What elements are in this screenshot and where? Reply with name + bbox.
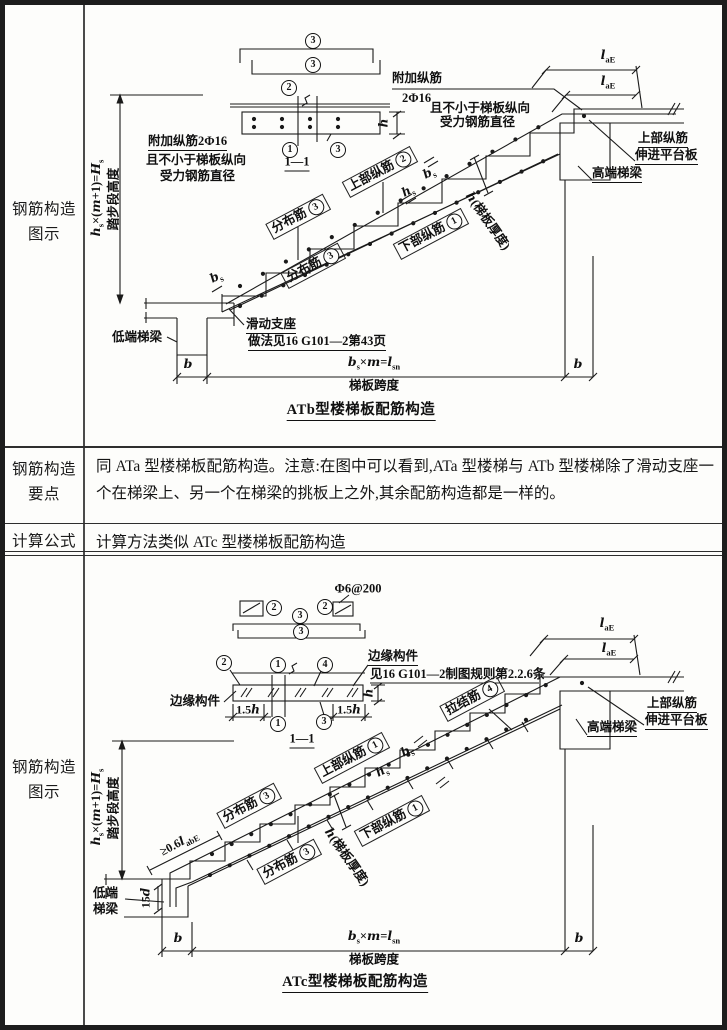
atb-b-dim-right: b [573,356,583,371]
atb-sliding-support-label: 滑动支座 [246,317,297,334]
atc-section-mark1-bottom: 1 [270,716,286,732]
atc-upper-into-platform-2: 伸进平台板 [645,713,708,730]
formula-text: 计算方法类似 ATc 型楼梯板配筋构造 [96,534,346,551]
table-column-divider [83,5,85,1025]
row4-label: 钢筋构造 图示 [5,755,83,805]
row2-label-line1: 钢筋构造 [11,461,76,478]
atb-add-bar-left-note2: 受力钢筋直径 [160,169,236,183]
atc-height-dim: hs×(m+1)=Hs [87,768,106,846]
atb-section-mark3: 3 [330,142,346,158]
atc-edge-member-right: 边缘构件 [368,649,419,666]
atc-section-title: 1—1 [289,732,315,749]
atb-high-beam-label: 高端梯梁 [592,166,643,183]
atb-section-mark1: 1 [282,142,298,158]
atc-linework [104,594,684,957]
atb-add-bar-left-note1: 且不小于梯板纵向 [146,153,247,167]
atb-mark3-a: 3 [305,33,321,49]
atb-height-dim: hs×(m+1)=Hs [87,159,106,237]
row1-label-line1: 钢筋构造 [11,201,76,218]
atc-diagram: 2 2 3 3 2 1 4 1 3 Φ6@200 1—1 h 1.5h 1.5h… [84,557,722,1025]
row4-label-line2: 图示 [27,784,60,801]
atc-low-beam-label-2: 梯梁 [93,902,119,916]
atb-span-label: 梯板跨度 [348,378,400,393]
atb-laE-dim-2: laE [600,72,616,91]
atc-caption: ATc型楼梯板配筋构造 [282,975,428,993]
atb-caption: ATb型楼梯板配筋构造 [286,403,436,421]
atc-edge-member-note: 见16 G101—2制图规则第2.2.6条 [370,667,546,681]
atc-section-mark2: 2 [216,655,232,671]
atc-laE-dim-1: laE [599,614,615,633]
row1-label: 钢筋构造 图示 [5,197,83,247]
atc-b-dim-right: b [574,930,584,945]
atc-span-dim: bs×m=lsn [347,927,401,946]
row-divider-3 [5,551,722,556]
atb-low-beam-label: 低端梯梁 [112,330,163,344]
atb-sliding-support-note: 做法见16 G101—2第43页 [248,334,386,351]
atc-section-mark3: 3 [316,714,332,730]
atc-tie-mark2-a: 2 [266,600,282,616]
atb-mark3-b: 3 [305,57,321,73]
row3-label: 计算公式 [11,533,76,550]
atc-section-h-dim: h [361,688,376,698]
row-divider-1 [5,446,722,448]
row4-label-line1: 钢筋构造 [11,759,76,776]
atb-add-bar-right: 附加纵筋 [392,71,443,85]
atb-add-bar-right-note2: 受力钢筋直径 [440,115,516,129]
atb-section-h-dim: h [376,118,391,128]
atc-b-dim-left: b [173,930,183,945]
atb-laE-dim-1: laE [600,46,616,65]
atb-linework [110,48,684,384]
atb-section-title: 1—1 [284,155,310,172]
atb-b-dim-left: b [183,356,193,371]
atc-laE-dim-2: laE [601,639,617,658]
row1-label-line2: 图示 [27,226,60,243]
atc-tie-mark2-b: 2 [317,599,333,615]
atb-upper-into-platform-2: 伸进平台板 [635,148,698,165]
atc-tie-spacing-label: Φ6@200 [334,581,382,596]
row2-label: 钢筋构造 要点 [5,457,83,507]
atc-high-beam-label: 高端梯梁 [587,720,638,737]
row-divider-2 [5,523,722,525]
atc-span-label: 梯板跨度 [348,952,400,967]
atb-diagram: 3 3 2 1 3 1—1 h 附加纵筋2Φ16 且不小于梯板纵向 受力钢筋直径… [84,8,722,446]
atc-mark3-b: 3 [293,624,309,640]
atc-edge-member-left: 边缘构件 [170,694,221,708]
atb-add-bar-right-size: 2Φ16 [402,91,432,105]
atb-upper-into-platform-1: 上部纵筋 [638,131,689,148]
atc-15h-dim-left: 1.5h [236,702,260,717]
atc-15h-dim-right: 1.5h [337,702,361,717]
atb-section-mark2: 2 [281,80,297,96]
atc-upper-into-platform-1: 上部纵筋 [647,696,698,713]
atb-height-label: 踏步段高度 [106,167,121,231]
atb-add-bar-right-note1: 且不小于梯板纵向 [430,101,531,115]
atb-add-bar-left: 附加纵筋2Φ16 [148,134,228,151]
atc-mark3-a: 3 [292,608,308,624]
key-points-text: 同 ATa 型楼梯板配筋构造。注意:在图中可以看到,ATa 型楼梯与 ATb 型… [96,458,714,502]
atc-section-mark1-top: 1 [270,657,286,673]
atc-section-mark4: 4 [317,657,333,673]
atc-hook-length-dim: 15d [138,887,153,909]
row2-label-line2: 要点 [27,486,60,503]
atb-span-dim: bs×m=lsn [347,353,401,372]
atc-height-label: 踏步段高度 [106,776,121,840]
atc-low-beam-label-1: 低端 [93,886,119,900]
